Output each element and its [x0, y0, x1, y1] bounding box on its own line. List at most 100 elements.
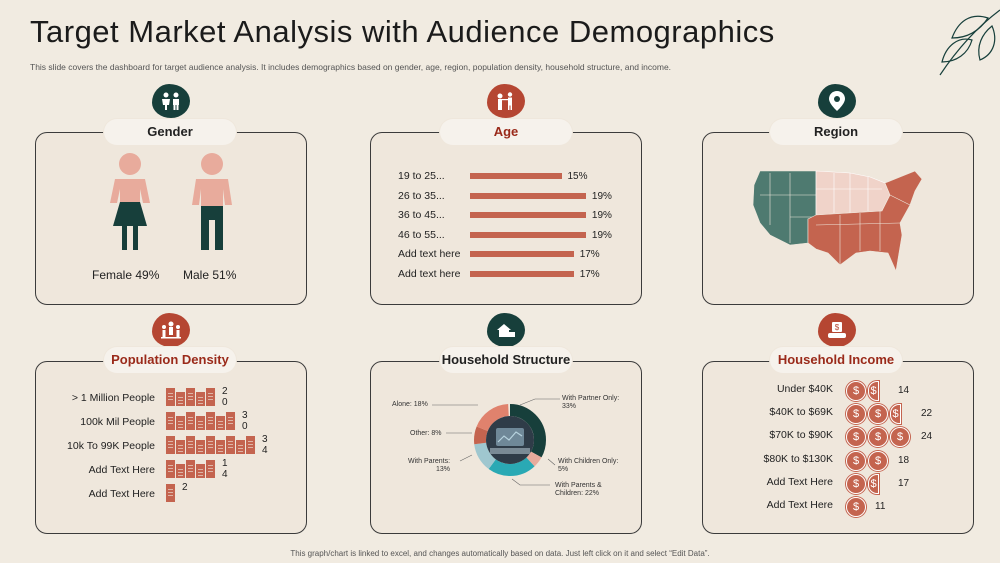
income-row-label: $40K to $69K: [769, 406, 833, 419]
usa-map-icon: [752, 170, 923, 273]
population-value-line2: 4: [262, 445, 268, 456]
income-row-label: Add Text Here: [766, 499, 833, 511]
income-value: 18: [898, 454, 910, 466]
income-badge: $: [818, 313, 856, 347]
age-row-label: 36 to 45...: [398, 209, 445, 221]
female-label: Female 49%: [92, 268, 160, 282]
coin-icon-group: $ $: [846, 450, 890, 471]
building-icon: [206, 412, 215, 430]
income-value: 24: [921, 431, 933, 443]
population-row-label: > 1 Million People: [71, 392, 155, 404]
age-bar: [470, 251, 574, 257]
age-bar: [470, 231, 586, 238]
population-badge: [152, 313, 190, 347]
age-pct: 19%: [591, 229, 612, 241]
building-icon-group: [166, 484, 176, 502]
building-icon: [206, 436, 215, 454]
age-row-label: Add text here: [398, 248, 461, 260]
age-bar: [470, 173, 562, 179]
income-value: 17: [898, 477, 910, 489]
building-icon-group: [166, 460, 216, 478]
building-icon: [166, 484, 175, 502]
dollar-coin-icon: $: [846, 381, 866, 401]
building-icon-group: [166, 436, 256, 454]
region-title: Region: [770, 119, 902, 145]
money-hand-icon: $: [828, 322, 846, 338]
age-row-label: 26 to 35...: [398, 189, 445, 202]
building-icon: [216, 440, 225, 454]
building-icon: [196, 392, 205, 406]
population-title: Population Density: [104, 347, 236, 373]
age-row-label: 46 to 55...: [398, 228, 445, 241]
building-icon: [186, 460, 195, 478]
dollar-coin-icon: $: [846, 404, 866, 425]
building-icon: [196, 464, 205, 478]
building-icon-group: [166, 388, 216, 406]
population-row-label: Add Text Here: [88, 464, 155, 476]
dollar-coin-icon: $: [890, 404, 901, 425]
building-icon: [186, 436, 195, 454]
house-icon: [497, 324, 515, 337]
population-value-line1: 2: [222, 386, 228, 397]
dollar-coin-icon: $: [846, 473, 866, 494]
label-other: Other: 8%: [410, 430, 442, 437]
dollar-coin-icon: $: [890, 427, 910, 448]
building-icon: [176, 392, 185, 406]
location-pin-icon: [829, 91, 845, 111]
building-icon: [206, 388, 215, 406]
dollar-coin-icon: $: [868, 404, 888, 425]
dollar-coin-icon: $: [846, 427, 866, 448]
building-icon: [196, 416, 205, 430]
label-with-children: With Children Only: 5%: [558, 458, 619, 473]
household-badge: [487, 313, 525, 347]
population-row-label: 100k Mil People: [80, 416, 155, 428]
leaf-decoration-icon: [939, 9, 1000, 76]
dollar-coin-icon: $: [868, 381, 879, 401]
income-row-label: $80K to $130K: [763, 452, 833, 465]
population-value-line1: 1: [222, 458, 228, 469]
coin-icon-group: $ $ $: [846, 427, 912, 448]
building-icon: [206, 460, 215, 478]
dollar-coin-icon: $: [868, 427, 888, 448]
age-title: Age: [440, 119, 572, 145]
building-icon: [166, 388, 175, 406]
income-row-label: Under $40K: [776, 383, 833, 395]
population-value-line1: 3: [262, 434, 268, 445]
population-row-label: 10k To 99K People: [67, 440, 155, 452]
building-icon: [186, 388, 195, 406]
svg-text:$: $: [835, 323, 840, 332]
gender-badge: [152, 84, 190, 118]
coin-icon-group: $ $: [846, 381, 881, 401]
male-figure-icon: [192, 153, 232, 250]
building-icon: [196, 440, 205, 454]
age-pct: 15%: [567, 171, 588, 182]
income-row-label: $70K to $90K: [769, 429, 833, 442]
income-value: 11: [875, 501, 886, 512]
age-row-label: 19 to 25...: [398, 170, 445, 182]
building-icon: [166, 460, 175, 478]
age-pct: 17%: [579, 268, 600, 280]
building-icon: [186, 412, 195, 430]
age-bar: [470, 270, 574, 277]
building-icon: [246, 436, 255, 454]
age-bar: [470, 192, 586, 199]
dollar-coin-icon: $: [868, 450, 888, 471]
building-icon: [226, 412, 235, 430]
dollar-coin-icon: $: [846, 450, 866, 471]
family-icon: [162, 92, 179, 110]
people-age-icon: [497, 92, 513, 110]
income-title: Household Income: [770, 347, 902, 373]
region-badge: [818, 84, 856, 118]
dollar-coin-icon: $: [846, 497, 866, 517]
building-icon: [236, 440, 245, 454]
population-value-line2: 4: [222, 469, 228, 480]
crowd-icon: [161, 321, 181, 339]
coin-icon-group: $ $ $: [846, 404, 903, 425]
household-title: Household Structure: [440, 347, 572, 373]
income-value: 14: [898, 385, 910, 396]
household-donut-chart: [474, 404, 546, 476]
household-leader-lines: [432, 398, 560, 486]
age-badge: [487, 84, 525, 118]
